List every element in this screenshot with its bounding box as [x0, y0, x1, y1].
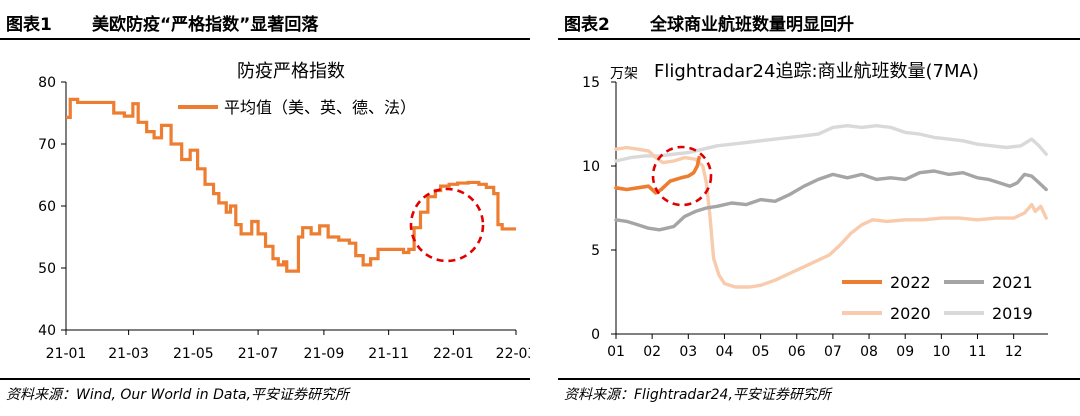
series-2022-line — [614, 155, 701, 195]
series-2020-line — [614, 145, 1048, 289]
chart-1-x-tick-label: 21-07 — [238, 346, 279, 362]
series-2021-line — [614, 169, 1048, 232]
figure-1-number: 图表1 — [6, 15, 52, 35]
chart-2-x-tick-label: 06 — [788, 344, 806, 360]
chart-1-axes — [61, 81, 517, 335]
chart-2-title: Flightradar24追踪:商业航班数量(7MA) — [654, 61, 979, 82]
chart-1-y-tick-label: 40 — [38, 323, 56, 339]
chart-2-y-unit: 万架 — [610, 66, 638, 82]
chart-1-x-tick-label: 21-03 — [108, 346, 149, 362]
chart-1-x-tick-label: 22-03 — [496, 346, 530, 362]
chart-2-series — [614, 124, 1048, 289]
figure-1-panel: 图表1 美欧防疫“严格指数”显著回落 40 50 60 70 80 21-01 21-03 2… — [0, 0, 530, 416]
chart-2-highlight-circle — [651, 145, 713, 207]
chart-1-x-tick-label: 21-05 — [173, 346, 214, 362]
figure-1-bottom-rule — [0, 378, 530, 380]
chart-2-x-tick-label: 08 — [860, 344, 878, 360]
chart-1-tick-labels: 40 50 60 70 80 21-01 21-03 21-05 21-07 21-09 21-11… — [38, 75, 530, 362]
chart-2-y-tick-label: 15 — [582, 75, 600, 91]
chart-2-y-tick-label: 5 — [591, 243, 600, 259]
series-item-line — [66, 97, 516, 273]
figure-2-header: 图表2 全球商业航班数量明显回升 — [558, 6, 1080, 36]
chart-2-legend: 2022 2021 2020 2019 — [842, 273, 1033, 323]
figure-1-source: 资料来源：Wind, Our World in Data,平安证券研究所 — [6, 387, 349, 403]
figure-2-panel: 图表2 全球商业航班数量明显回升 0 5 10 15 01 02 03 04 05 06 07 08 0… — [558, 0, 1080, 416]
chart-2-x-tick-label: 04 — [716, 344, 734, 360]
stringency-index-chart: 40 50 60 70 80 21-01 21-03 21-05 21-07 21-09 21-11… — [38, 61, 530, 362]
legend-label-2021: 2021 — [992, 273, 1033, 292]
chart-2-axes — [611, 81, 1048, 339]
chart-1-highlight-circle — [409, 187, 485, 263]
chart-1-x-tick-label: 21-09 — [304, 346, 345, 362]
chart-2-x-tick-label: 07 — [824, 344, 842, 360]
chart-1-y-tick-label: 60 — [38, 199, 56, 215]
chart-2-x-tick-label: 11 — [969, 344, 987, 360]
legend-label-2020: 2020 — [890, 304, 931, 323]
legend-label-2022: 2022 — [890, 273, 931, 292]
figure-2-source: 资料来源：Flightradar24,平安证券研究所 — [564, 387, 831, 403]
chart-1-legend: 平均值（美、英、德、法） — [178, 98, 416, 117]
chart-1-y-tick-label: 80 — [38, 75, 56, 91]
chart-1-y-tick-label: 50 — [38, 261, 56, 277]
chart-2-y-tick-label: 10 — [582, 159, 600, 175]
figure-1-top-rule — [0, 38, 530, 40]
chart-1-x-tick-label: 21-01 — [46, 346, 87, 362]
figure-2-top-rule — [558, 38, 1080, 40]
chart-2-x-tick-label: 10 — [932, 344, 950, 360]
chart-1-series — [66, 97, 516, 273]
chart-2-y-tick-label: 0 — [591, 327, 600, 343]
figure-2-number: 图表2 — [564, 15, 610, 35]
legend-label-stringency: 平均值（美、英、德、法） — [224, 98, 416, 117]
figure-1-header: 图表1 美欧防疫“严格指数”显著回落 — [0, 6, 530, 36]
chart-2-x-tick-label: 12 — [1005, 344, 1023, 360]
chart-2-x-tick-label: 05 — [752, 344, 770, 360]
series-2019-line — [614, 124, 1048, 163]
figure-2-title: 全球商业航班数量明显回升 — [650, 15, 854, 35]
chart-1-y-tick-label: 70 — [38, 137, 56, 153]
chart-2-x-tick-label: 02 — [643, 344, 661, 360]
chart-1-x-tick-label: 21-11 — [368, 346, 409, 362]
figure-2-bottom-rule — [558, 378, 1080, 380]
chart-1-x-tick-label: 22-01 — [433, 346, 474, 362]
figure-1-title: 美欧防疫“严格指数”显著回落 — [92, 15, 319, 35]
chart-1-title: 防疫严格指数 — [237, 61, 345, 82]
chart-2-x-tick-label: 03 — [679, 344, 697, 360]
legend-label-2019: 2019 — [992, 304, 1033, 323]
chart-2-x-tick-label: 09 — [896, 344, 914, 360]
chart-2-x-tick-label: 01 — [607, 344, 625, 360]
